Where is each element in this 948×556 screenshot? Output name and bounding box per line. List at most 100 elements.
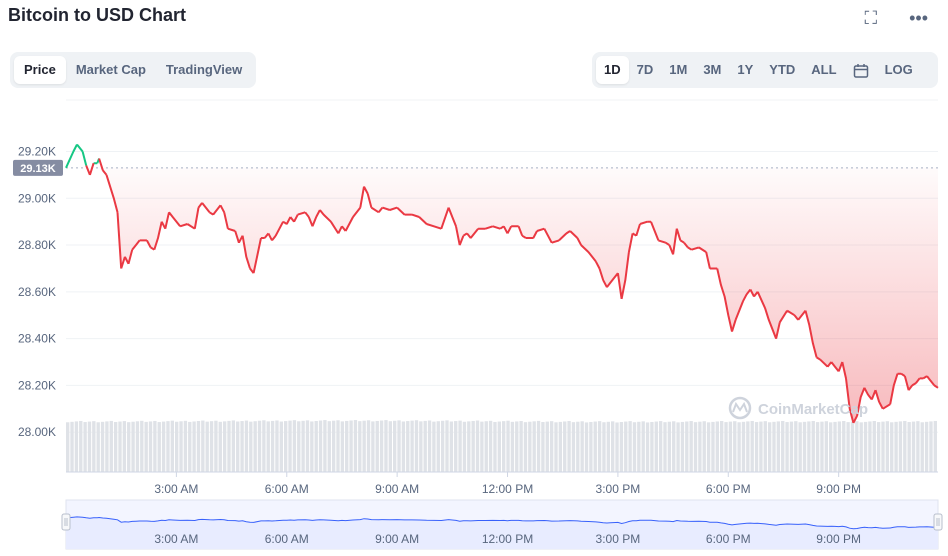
x-tick-label: 9:00 AM — [375, 482, 419, 496]
volume-bar — [231, 420, 236, 472]
tab-price[interactable]: Price — [14, 56, 66, 84]
volume-bar — [720, 420, 724, 472]
volume-bar — [427, 420, 432, 472]
volume-bar — [66, 422, 70, 472]
volume-bar — [820, 421, 824, 472]
y-tick-label: 28.00K — [18, 425, 56, 439]
volume-bar — [737, 422, 741, 472]
volume-bar — [715, 421, 719, 472]
volume-bar — [227, 420, 231, 472]
y-tick-label: 28.40K — [18, 332, 56, 346]
calendar-icon[interactable] — [845, 56, 877, 84]
y-tick-label: 29.00K — [18, 191, 56, 205]
volume-bar — [270, 420, 275, 472]
range-1y[interactable]: 1Y — [737, 62, 754, 77]
volume-bar — [502, 421, 506, 472]
range-7d[interactable]: 7D — [636, 62, 654, 77]
navigator-handle-left[interactable] — [61, 513, 71, 531]
volume-bar — [327, 421, 331, 472]
volume-bar — [436, 421, 440, 472]
volume-bar — [702, 421, 706, 472]
volume-bar — [131, 421, 135, 472]
price-line-above-reference — [65, 143, 101, 169]
volume-bar — [384, 420, 388, 472]
volume-bar — [802, 421, 807, 472]
volume-bar — [519, 421, 523, 472]
volume-bar — [637, 421, 641, 472]
x-tick-label: 6:00 AM — [265, 482, 309, 496]
x-tick-label: 12:00 PM — [482, 482, 533, 496]
volume-bar — [798, 422, 802, 472]
volume-bar — [218, 421, 222, 472]
volume-bar — [83, 422, 87, 472]
volume-bar — [467, 421, 471, 472]
volume-bar — [371, 421, 375, 472]
volume-bar — [672, 421, 676, 472]
volume-bar — [266, 421, 270, 472]
volume-bar — [318, 420, 323, 472]
log-toggle[interactable]: LOG — [884, 62, 913, 77]
volume-bar — [205, 421, 209, 472]
volume-bar — [379, 420, 384, 472]
tab-tradingview[interactable]: TradingView — [165, 62, 243, 77]
volume-bar — [70, 421, 74, 472]
volume-bar — [658, 421, 663, 472]
x-tick-label: 3:00 AM — [154, 482, 198, 496]
volume-bar — [898, 421, 903, 472]
volume-bar — [746, 421, 750, 472]
range-navigator[interactable]: 3:00 AM 6:00 AM 9:00 AM 12:00 PM 3:00 PM 6:00… — [61, 499, 943, 550]
range-1m[interactable]: 1M — [669, 62, 688, 77]
volume-bar — [249, 421, 253, 472]
volume-bar — [454, 421, 458, 472]
volume-bar — [523, 422, 528, 472]
volume-bar — [401, 421, 406, 472]
volume-bar — [680, 421, 685, 472]
volume-bar — [781, 420, 785, 472]
volume-bar — [288, 420, 292, 472]
navigator-handle-right[interactable] — [933, 513, 943, 531]
range-3m[interactable]: 3M — [703, 62, 722, 77]
volume-bar — [933, 420, 937, 472]
volume-bar — [549, 421, 554, 472]
volume-bar — [554, 422, 558, 472]
volume-bar — [336, 420, 340, 472]
navigator-tick-label: 3:00 AM — [154, 532, 198, 546]
volume-bar — [576, 421, 580, 472]
volume-bar — [868, 421, 872, 472]
volume-bar — [685, 421, 689, 472]
volume-bar — [563, 421, 567, 472]
volume-bar — [667, 421, 672, 472]
volume-bar — [301, 420, 305, 472]
more-dots-icon[interactable]: ••• — [909, 8, 928, 28]
volume-bar — [340, 421, 345, 472]
range-ytd[interactable]: YTD — [769, 62, 796, 77]
volume-bar — [166, 421, 170, 472]
y-tick-label: 29.20K — [18, 144, 56, 158]
volume-bar — [253, 421, 257, 472]
volume-bar — [807, 421, 811, 472]
volume-bar — [440, 420, 445, 472]
volume-bar — [109, 420, 113, 472]
volume-bar — [175, 421, 179, 472]
volume-bar — [362, 420, 366, 472]
volume-bar — [794, 421, 798, 472]
volume-bar — [767, 422, 772, 472]
volume-bar — [475, 420, 480, 472]
volume-bar — [855, 421, 859, 472]
volume-bar — [96, 422, 100, 472]
volume-bar — [876, 422, 881, 472]
volume-bar — [423, 420, 427, 472]
volume-bar — [240, 421, 244, 472]
tab-market-cap[interactable]: Market Cap — [75, 62, 146, 77]
volume-bar — [310, 421, 314, 472]
volume-bar — [345, 420, 349, 472]
expand-icon[interactable]: ⛶ — [864, 8, 878, 28]
volume-bar — [645, 422, 650, 472]
volume-bar — [750, 420, 754, 472]
range-1d[interactable]: 1D — [596, 56, 629, 84]
volume-bar — [619, 422, 624, 472]
volume-bar — [894, 421, 898, 472]
range-all[interactable]: ALL — [811, 62, 837, 77]
volume-bar — [567, 421, 571, 472]
